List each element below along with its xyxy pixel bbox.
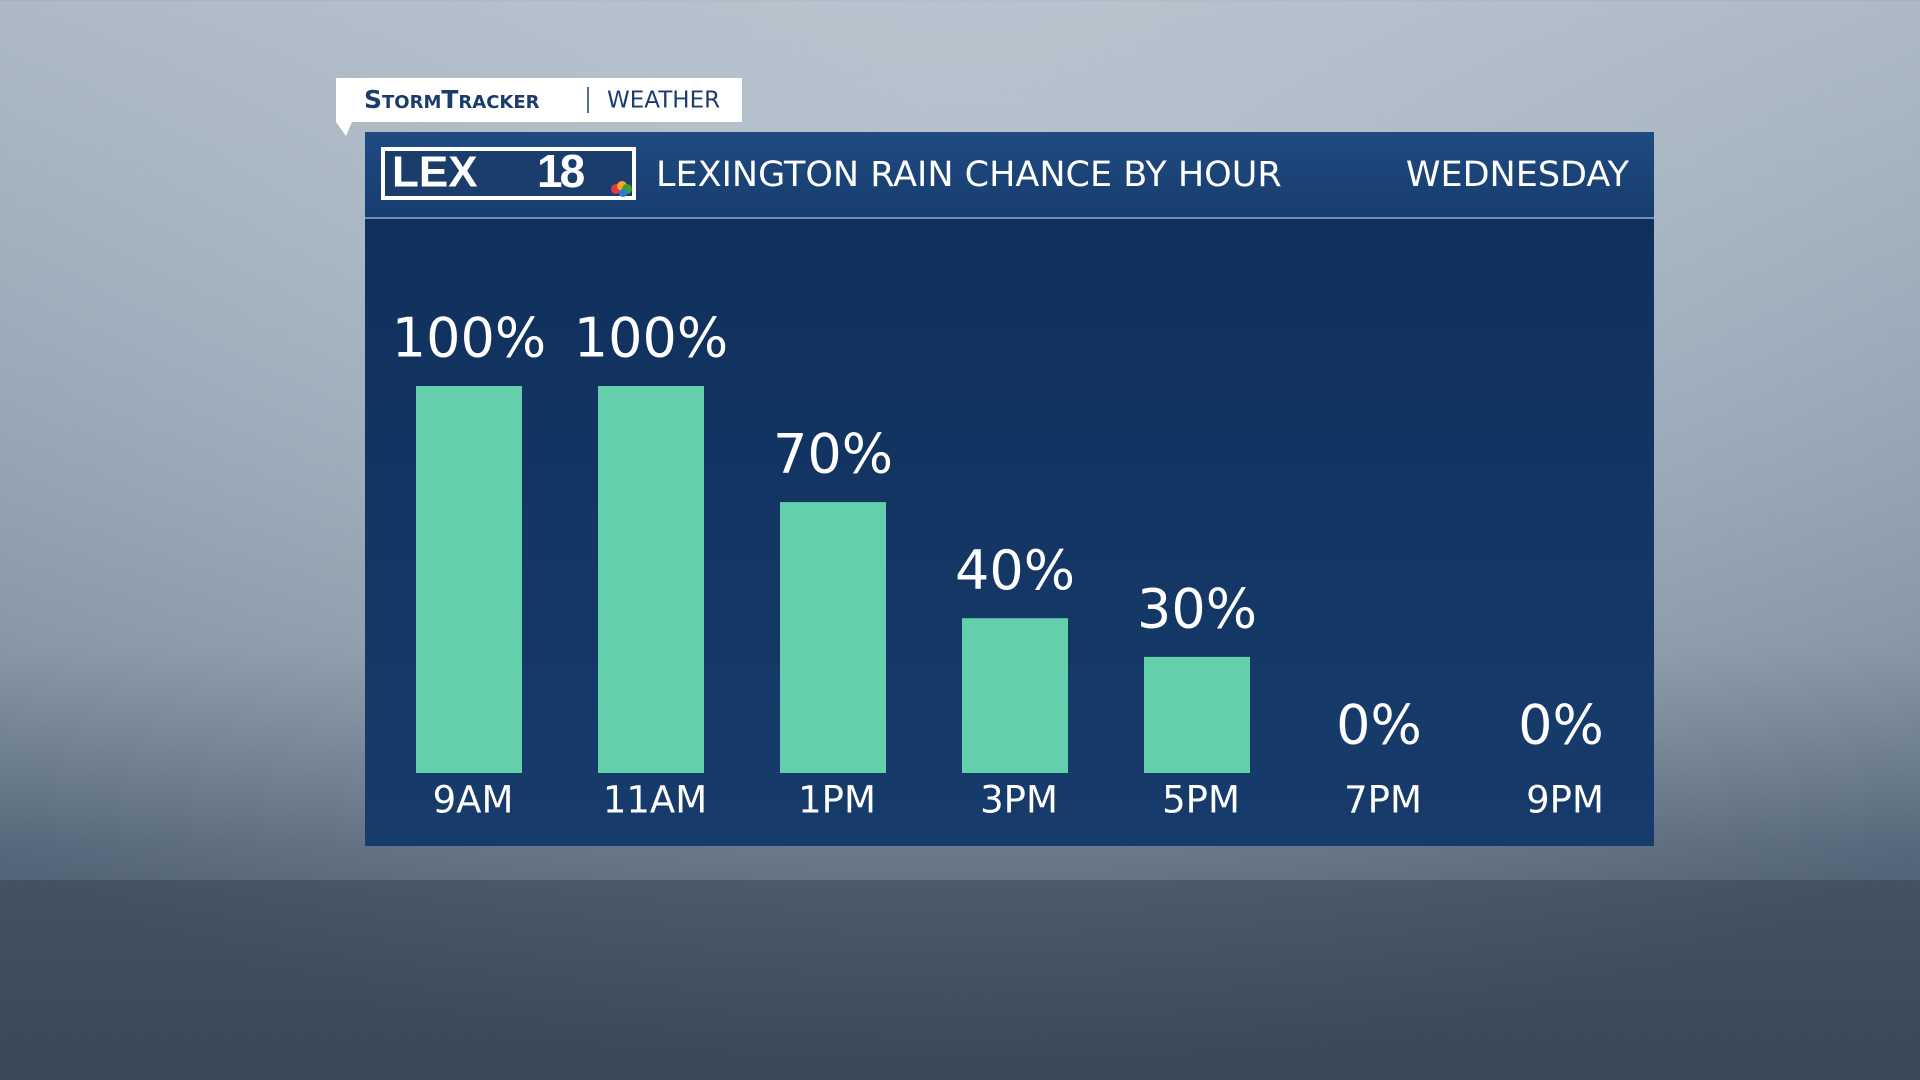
value-label: 100% [392, 307, 546, 370]
value-label: 30% [1137, 578, 1257, 641]
x-tick-label: 9AM [433, 779, 514, 822]
x-tick-label: 5PM [1162, 779, 1240, 822]
x-tick-label: 1PM [798, 779, 876, 822]
bar [962, 618, 1068, 773]
x-tick-label: 9PM [1526, 779, 1604, 822]
value-label: 70% [773, 423, 893, 486]
brand-tag [336, 78, 742, 136]
bar [1144, 656, 1250, 773]
value-label: 40% [955, 539, 1075, 602]
chart-subtitle: WEDNESDAY [1406, 155, 1630, 195]
chart-title: LEXINGTON RAIN CHANCE BY HOUR [656, 155, 1282, 195]
value-label: 100% [574, 307, 728, 370]
logo-number: 18 [537, 145, 585, 197]
x-tick-label: 7PM [1344, 779, 1422, 822]
x-tick-label: 11AM [603, 779, 707, 822]
x-tick-label: 3PM [980, 779, 1058, 822]
bar [598, 386, 704, 773]
logo-peacock [611, 181, 632, 197]
brand-section: WEATHER [607, 88, 720, 114]
brand-name: StormTracker [364, 85, 540, 114]
logo-text: LEX [392, 148, 478, 197]
ground [0, 880, 1920, 1080]
peacock-feather [619, 189, 627, 197]
value-label: 0% [1518, 694, 1604, 757]
bar [780, 502, 886, 773]
logo-inner [385, 151, 632, 196]
bar [416, 386, 522, 773]
value-label: 0% [1336, 694, 1422, 757]
